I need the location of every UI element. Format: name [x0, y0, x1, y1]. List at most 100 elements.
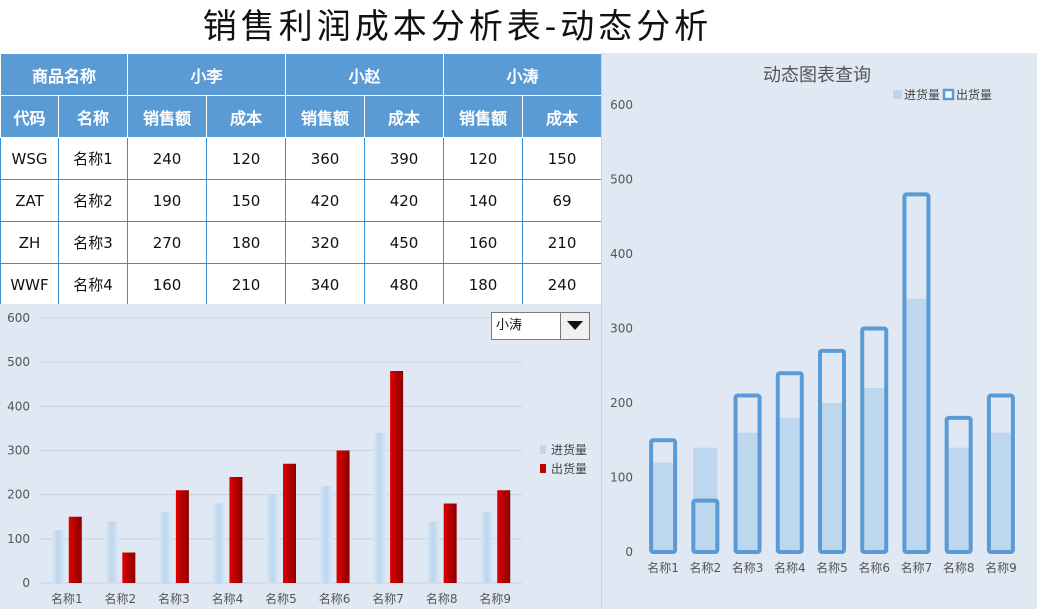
bar-out — [649, 438, 678, 554]
bar-out — [818, 348, 846, 554]
bar-out — [336, 450, 350, 583]
x-tick-label: 名称5 — [265, 591, 297, 606]
table-cell[interactable]: WSG — [0, 137, 59, 180]
subheader-sales: 销售额 — [285, 95, 366, 138]
x-tick-label: 名称5 — [816, 560, 848, 575]
x-tick-label: 名称7 — [372, 591, 404, 606]
table-cell[interactable]: 450 — [364, 221, 445, 264]
table-cell[interactable]: 名称3 — [57, 221, 129, 264]
table-cell[interactable]: 150 — [206, 179, 287, 222]
table-cell[interactable]: 名称1 — [57, 137, 129, 180]
table-cell[interactable]: 69 — [522, 179, 603, 222]
bar-out — [775, 371, 804, 555]
bar-in — [862, 388, 887, 552]
table-cell[interactable]: 180 — [443, 263, 524, 306]
table-cell[interactable]: 名称4 — [57, 263, 129, 306]
table-cell[interactable]: 150 — [522, 137, 603, 180]
bar-in — [426, 521, 440, 583]
x-tick-label: 名称4 — [212, 591, 244, 606]
table-cell[interactable]: 240 — [522, 263, 603, 306]
table-cell[interactable]: 390 — [364, 137, 445, 180]
bar-out — [986, 393, 1015, 554]
bar-in — [51, 530, 65, 583]
table-cell[interactable]: 360 — [285, 137, 366, 180]
bar-out — [944, 415, 973, 554]
bar-out — [283, 463, 296, 583]
bar-out — [175, 490, 189, 583]
table-cell[interactable]: 120 — [443, 137, 524, 180]
bar-out — [902, 192, 931, 554]
table-cell[interactable]: 340 — [285, 263, 366, 306]
y-tick-label: 200 — [7, 488, 30, 502]
table-cell[interactable]: ZAT — [0, 179, 59, 222]
bar-in — [480, 512, 494, 583]
page-title: 销售利润成本分析表-动态分析 — [202, 7, 713, 47]
table-cell[interactable]: 420 — [364, 179, 445, 222]
subheader-cost: 成本 — [206, 95, 287, 138]
y-tick-label: 200 — [610, 396, 633, 410]
table-cell[interactable]: 120 — [206, 137, 287, 180]
bar-out — [68, 516, 82, 583]
y-tick-label: 0 — [625, 545, 633, 559]
legend-label-out: 出货量 — [551, 461, 587, 476]
bar-in — [212, 503, 226, 583]
table-cell[interactable]: 190 — [127, 179, 208, 222]
x-tick-label: 名称6 — [858, 560, 890, 575]
y-tick-label: 600 — [610, 98, 633, 112]
bar-in — [946, 447, 971, 552]
right-chart-panel: 动态图表查询 进货量 出货量 0 100 200 300 400 500 600 名称1 名称2 名称3… — [601, 53, 1037, 609]
x-tick-label: 名称6 — [319, 591, 351, 606]
legend-swatch-out — [942, 88, 955, 101]
table-cell[interactable]: 240 — [127, 137, 208, 180]
bar-in — [651, 462, 676, 552]
bar-out — [497, 490, 511, 583]
table-row: ZAT 名称2 190 150 420 420 140 69 — [0, 179, 603, 222]
y-tick-label: 500 — [7, 355, 30, 369]
bar-in — [904, 298, 929, 552]
table-row: WWF 名称4 160 210 340 480 180 240 — [0, 263, 603, 306]
table-cell[interactable]: 名称2 — [57, 179, 129, 222]
legend-label-out: 出货量 — [956, 87, 992, 102]
subheader-cost: 成本 — [522, 95, 603, 138]
table-cell[interactable]: 180 — [206, 221, 287, 264]
bar-out — [733, 393, 762, 554]
person-select-dropdown[interactable]: 小涛 — [491, 312, 590, 340]
legend-swatch-in — [540, 445, 546, 454]
dropdown-value: 小涛 — [496, 318, 523, 333]
left-bar-chart: 0 100 200 300 400 500 600 名称1 名称2 名称3 名称4 名称5 名称6 名称7… — [7, 311, 587, 606]
y-tick-label: 500 — [610, 173, 633, 187]
table-cell[interactable]: WWF — [0, 263, 59, 306]
bar-out — [390, 371, 404, 583]
legend-label-in: 进货量 — [551, 442, 587, 457]
table-cell[interactable]: 320 — [285, 221, 366, 264]
chevron-down-icon — [567, 321, 583, 330]
bar-out — [691, 498, 720, 554]
table-cell[interactable]: 160 — [127, 263, 208, 306]
table-cell[interactable]: 210 — [206, 263, 287, 306]
table-cell[interactable]: ZH — [0, 221, 59, 264]
table-cell[interactable]: 480 — [364, 263, 445, 306]
chart-title: 动态图表查询 — [763, 65, 871, 86]
header-person-xiaozhao: 小赵 — [285, 53, 445, 96]
table-row: ZH 名称3 270 180 320 450 160 210 — [0, 221, 603, 264]
y-tick-label: 400 — [7, 399, 30, 413]
bar-in — [777, 417, 802, 552]
x-tick-label: 名称4 — [774, 560, 806, 575]
subheader-sales: 销售额 — [127, 95, 208, 138]
legend-label-in: 进货量 — [904, 87, 940, 102]
legend-swatch-in — [893, 90, 902, 99]
y-tick-label: 100 — [610, 471, 633, 485]
subheader-name: 名称 — [57, 95, 129, 138]
x-tick-label: 名称8 — [943, 560, 975, 575]
table-cell[interactable]: 140 — [443, 179, 524, 222]
x-tick-label: 名称2 — [105, 591, 137, 606]
bar-in — [820, 403, 844, 552]
dropdown-button[interactable] — [560, 313, 589, 339]
bar-out — [860, 326, 889, 554]
bar-in — [988, 432, 1013, 552]
table-cell[interactable]: 160 — [443, 221, 524, 264]
table-cell[interactable]: 210 — [522, 221, 603, 264]
table-cell[interactable]: 270 — [127, 221, 208, 264]
table-cell[interactable]: 420 — [285, 179, 366, 222]
